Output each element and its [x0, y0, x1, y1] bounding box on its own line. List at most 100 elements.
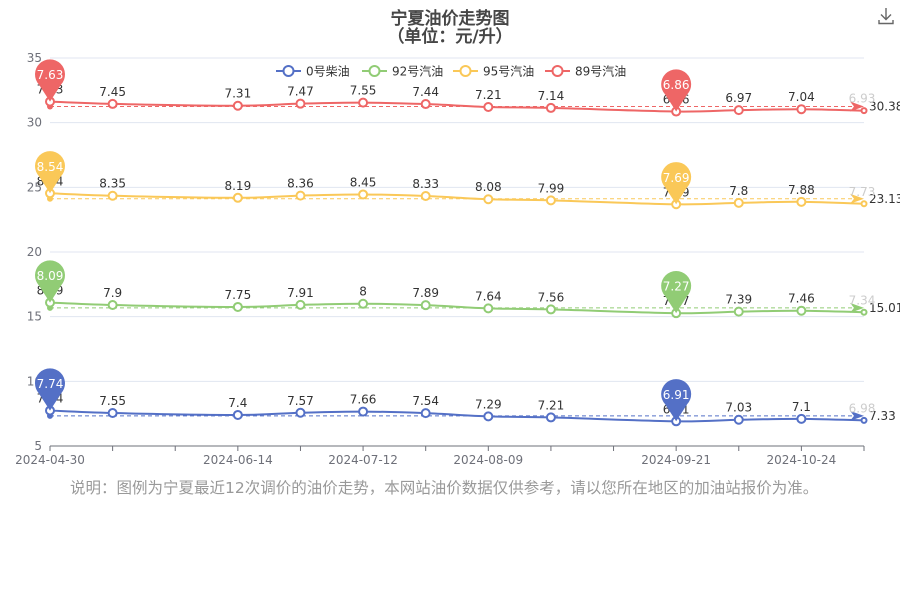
data-label: 7.4 — [228, 396, 247, 410]
download-icon[interactable] — [876, 6, 896, 26]
data-point — [107, 190, 118, 201]
data-point — [420, 190, 431, 201]
data-label: 7.46 — [788, 292, 815, 306]
data-point — [232, 301, 243, 312]
data-label: 7.64 — [475, 289, 502, 303]
chart-note: 说明：图例为宁夏最近12次调价的油价走势，本网站油价数据仅供参考，请以您所在地区… — [70, 479, 819, 497]
data-point — [860, 200, 868, 208]
data-label: 7.9 — [103, 286, 122, 300]
data-point — [483, 102, 494, 113]
max-marker-label: 8.54 — [37, 160, 64, 174]
max-marker-label: 8.09 — [37, 269, 64, 283]
data-point — [420, 99, 431, 110]
data-point — [358, 97, 369, 108]
average-label: 15.01 — [869, 301, 900, 315]
min-marker-label: 6.91 — [663, 388, 690, 402]
data-label: 7.89 — [412, 286, 439, 300]
data-label: 7.45 — [99, 85, 126, 99]
legend-marker — [459, 65, 472, 77]
x-tick-label: 2024-07-12 — [328, 453, 398, 467]
average-arrow — [850, 410, 864, 421]
data-point — [733, 306, 744, 317]
min-marker-label: 7.27 — [663, 280, 690, 294]
min-marker — [661, 162, 692, 205]
data-label: 7.56 — [538, 290, 565, 304]
max-marker — [35, 151, 65, 194]
data-point — [733, 414, 744, 425]
data-point — [796, 196, 807, 207]
data-point — [483, 411, 494, 422]
average-label: 30.38 — [869, 100, 900, 114]
min-marker-label: 7.69 — [663, 171, 690, 185]
data-point — [295, 299, 306, 310]
data-label: 7.21 — [475, 88, 502, 102]
average-arrow — [850, 193, 864, 204]
data-point — [545, 304, 556, 315]
max-marker — [35, 368, 65, 411]
data-label: 7.31 — [224, 87, 251, 101]
max-marker-label: 7.63 — [37, 68, 64, 82]
data-point — [420, 408, 431, 419]
data-point — [545, 412, 556, 423]
data-label: 7.99 — [538, 181, 565, 195]
data-label: 8.45 — [350, 175, 377, 189]
max-marker — [35, 59, 65, 102]
data-label: 6.98 — [849, 401, 876, 415]
data-label: 8.08 — [475, 180, 502, 194]
data-label: 6.93 — [849, 92, 876, 106]
data-label: 7.8 — [729, 184, 748, 198]
data-label: 7.88 — [788, 183, 815, 197]
data-point — [860, 416, 868, 424]
legend-marker — [551, 65, 564, 77]
average-arrow — [850, 302, 864, 313]
data-point — [483, 194, 494, 205]
max-marker-label: 7.74 — [37, 377, 64, 391]
min-marker — [661, 379, 692, 422]
data-label: 7.47 — [287, 85, 314, 99]
data-label: 7.91 — [287, 286, 314, 300]
data-label: 7.55 — [350, 84, 377, 98]
y-tick-label: 25 — [27, 180, 42, 194]
data-point — [796, 305, 807, 316]
data-point — [107, 300, 118, 311]
data-label: 8.36 — [287, 177, 314, 191]
data-point — [545, 195, 556, 206]
legend-label: 89号汽油 — [575, 64, 626, 79]
data-point — [107, 408, 118, 419]
data-label: 7.75 — [224, 288, 251, 302]
data-label: 7.14 — [538, 89, 565, 103]
data-point — [232, 409, 243, 420]
data-point — [796, 104, 807, 115]
data-label: 7.21 — [538, 398, 565, 412]
legend-label: 95号汽油 — [483, 64, 534, 79]
data-point — [358, 406, 369, 417]
data-label: 7.57 — [287, 394, 314, 408]
data-label: 7.29 — [475, 397, 502, 411]
data-label: 7.39 — [725, 293, 752, 307]
data-point — [358, 298, 369, 309]
min-marker — [661, 270, 692, 314]
data-point — [796, 413, 807, 424]
data-point — [860, 308, 868, 316]
chart-subtitle: （单位：元/升） — [387, 27, 513, 47]
data-label: 7.44 — [412, 85, 439, 99]
data-label: 8.35 — [99, 177, 126, 191]
legend-marker — [282, 65, 295, 77]
data-label: 6.97 — [725, 91, 752, 105]
data-label: 7.73 — [849, 185, 876, 199]
average-label: 7.33 — [869, 409, 896, 423]
average-arrow — [850, 101, 864, 112]
legend-marker — [368, 65, 381, 77]
x-tick-label: 2024-06-14 — [203, 453, 273, 467]
data-point — [107, 98, 118, 109]
max-marker — [35, 260, 65, 303]
y-tick-label: 5 — [34, 439, 42, 453]
data-label: 7.34 — [849, 293, 876, 307]
data-point — [232, 100, 243, 111]
y-tick-label: 35 — [27, 51, 42, 65]
chart-title: 宁夏油价走势图 — [390, 9, 510, 29]
data-point — [545, 102, 556, 113]
data-point — [483, 303, 494, 314]
x-tick-label: 2024-08-09 — [453, 453, 523, 467]
